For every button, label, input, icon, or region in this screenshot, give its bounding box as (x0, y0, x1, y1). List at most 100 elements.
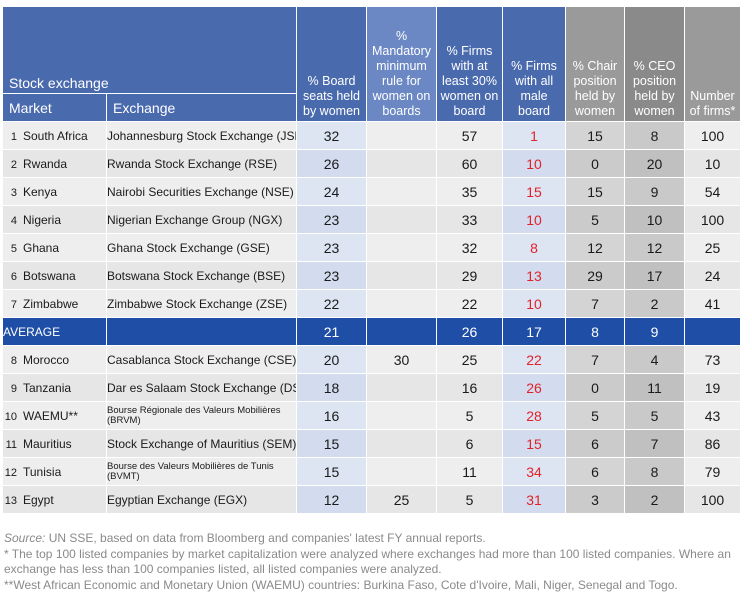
market-cell: 2 Rwanda (2, 149, 107, 178)
market-cell: 6 Botswana (2, 261, 107, 290)
ceo-value: 8 (624, 121, 685, 150)
chair-value: 15 (565, 177, 625, 206)
firms-30pct-value: 35 (436, 177, 503, 206)
all-male-value: 10 (502, 289, 566, 318)
board-women-value: 26 (296, 149, 367, 178)
average-board-value: 21 (296, 317, 367, 346)
row-index: 9 (10, 382, 17, 395)
table-row: 5 Ghana Ghana Stock Exchange (GSE) 23 32 8 12 1… (2, 233, 741, 262)
average-exchange-blank (106, 317, 297, 346)
row-index: 8 (10, 354, 17, 367)
number-firms-value: 43 (684, 401, 741, 430)
table-row: 12 Tunisia Bourse des Valeurs Mobilières d… (2, 457, 741, 486)
chair-value: 7 (565, 345, 625, 374)
chair-value: 15 (565, 121, 625, 150)
mandatory-rule-value (366, 289, 437, 318)
number-firms-value: 10 (684, 149, 741, 178)
market-cell: 7 Zimbabwe (2, 289, 107, 318)
number-firms-value: 19 (684, 373, 741, 402)
market-cell: 5 Ghana (2, 233, 107, 262)
firms-30pct-value: 32 (436, 233, 503, 262)
firms-30pct-value: 6 (436, 429, 503, 458)
board-women-value: 24 (296, 177, 367, 206)
board-women-value: 16 (296, 401, 367, 430)
exchange-name: Botswana Stock Exchange (BSE) (106, 261, 297, 290)
source-label: Source: (4, 531, 46, 545)
market-name: Egypt (23, 492, 54, 507)
mandatory-rule-value (366, 457, 437, 486)
average-ceo-value: 9 (624, 317, 685, 346)
market-cell: 12 Tunisia (2, 457, 107, 486)
table-row: 2 Rwanda Rwanda Stock Exchange (RSE) 26 60 10… (2, 149, 741, 178)
all-male-value: 26 (502, 373, 566, 402)
number-firms-value: 100 (684, 121, 741, 150)
table-row: 13 Egypt Egyptian Exchange (EGX) 12 25 5 31 3 2 1… (2, 485, 741, 514)
market-cell: 9 Tanzania (2, 373, 107, 402)
chair-value: 0 (565, 373, 625, 402)
mandatory-rule-value (366, 429, 437, 458)
firms-30pct-value: 57 (436, 121, 503, 150)
exchange-name: Egyptian Exchange (EGX) (106, 485, 297, 514)
source-text: UN SSE, based on data from Bloomberg and… (45, 531, 486, 545)
all-male-value: 34 (502, 457, 566, 486)
row-index: 13 (4, 494, 17, 507)
average-mandatory-blank (366, 317, 437, 346)
market-cell: 10 WAEMU** (2, 401, 107, 430)
chair-value: 0 (565, 149, 625, 178)
market-name: Ghana (23, 240, 60, 255)
table-row: 11 Mauritius Stock Exchange of Mauritius (… (2, 429, 741, 458)
number-firms-value: 54 (684, 177, 741, 206)
source-note: Source: UN SSE, based on data from Bloom… (4, 531, 748, 547)
market-cell: 13 Egypt (2, 485, 107, 514)
header-exchange: Exchange (106, 93, 297, 122)
market-name: Morocco (23, 352, 70, 367)
market-name: Tanzania (23, 380, 72, 395)
exchange-name: Zimbabwe Stock Exchange (ZSE) (106, 289, 297, 318)
board-women-value: 15 (296, 457, 367, 486)
mandatory-rule-value: 30 (366, 345, 437, 374)
market-cell: 1 South Africa (2, 121, 107, 150)
ceo-value: 5 (624, 401, 685, 430)
board-women-value: 23 (296, 233, 367, 262)
table-row: 1 South Africa Johannesburg Stock Exchange… (2, 121, 741, 150)
all-male-value: 10 (502, 205, 566, 234)
row-index: 2 (10, 158, 17, 171)
header-mandatory-rule: % Mandatory minimum rule for women on bo… (366, 6, 437, 122)
row-index: 10 (4, 410, 17, 423)
number-firms-value: 73 (684, 345, 741, 374)
row-index: 6 (10, 270, 17, 283)
ceo-value: 2 (624, 485, 685, 514)
board-women-value: 18 (296, 373, 367, 402)
mandatory-rule-value (366, 233, 437, 262)
exchange-name: Nigerian Exchange Group (NGX) (106, 205, 297, 234)
ceo-value: 8 (624, 457, 685, 486)
exchange-name: Bourse des Valeurs Mobilières de Tunis (… (106, 457, 297, 486)
chair-value: 5 (565, 205, 625, 234)
number-firms-value: 24 (684, 261, 741, 290)
firms-30pct-value: 11 (436, 457, 503, 486)
exchange-name: Ghana Stock Exchange (GSE) (106, 233, 297, 262)
chair-value: 6 (565, 429, 625, 458)
board-women-value: 20 (296, 345, 367, 374)
exchange-name: Stock Exchange of Mauritius (SEM) (106, 429, 297, 458)
market-name: Nigeria (23, 212, 62, 227)
ceo-value: 11 (624, 373, 685, 402)
table-row: 3 Kenya Nairobi Securities Exchange (NSE) 2… (2, 177, 741, 206)
table-row: 10 WAEMU** Bourse Régionale des Valeurs Mo… (2, 401, 741, 430)
average-row: AVERAGE 21 26 17 8 9 (2, 317, 741, 346)
number-firms-value: 79 (684, 457, 741, 486)
mandatory-rule-value (366, 261, 437, 290)
table-row: 4 Nigeria Nigerian Exchange Group (NGX) 23 3… (2, 205, 741, 234)
row-index: 1 (10, 130, 17, 143)
firms-30pct-value: 33 (436, 205, 503, 234)
firms-30pct-value: 60 (436, 149, 503, 178)
all-male-value: 31 (502, 485, 566, 514)
board-women-value: 32 (296, 121, 367, 150)
board-women-value: 12 (296, 485, 367, 514)
ceo-value: 17 (624, 261, 685, 290)
chair-value: 5 (565, 401, 625, 430)
table-row: 9 Tanzania Dar es Salaam Stock Exchange (D… (2, 373, 741, 402)
footnotes: Source: UN SSE, based on data from Bloom… (4, 531, 748, 593)
exchange-name: Johannesburg Stock Exchange (JSE) (106, 121, 297, 150)
mandatory-rule-value (366, 401, 437, 430)
